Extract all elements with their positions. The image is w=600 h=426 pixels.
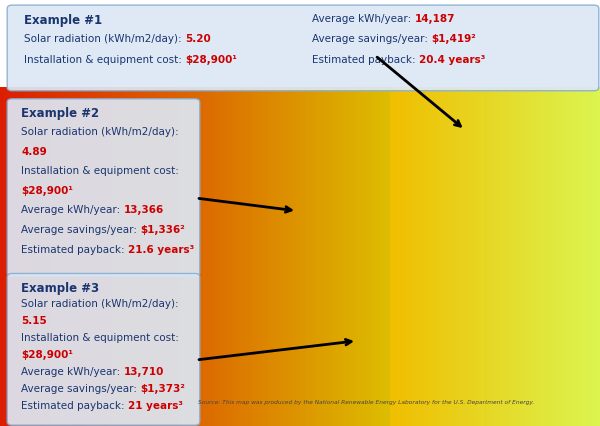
Text: 5.20: 5.20: [185, 34, 211, 44]
Text: $28,900¹: $28,900¹: [185, 55, 237, 64]
Text: Solar radiation (kWh/m2/day):: Solar radiation (kWh/m2/day):: [24, 34, 185, 44]
Text: Solar radiation (kWh/m2/day):: Solar radiation (kWh/m2/day):: [21, 127, 179, 137]
Text: $1,373²: $1,373²: [140, 384, 185, 394]
Text: Example #3: Example #3: [21, 282, 99, 295]
Text: Average savings/year:: Average savings/year:: [21, 225, 140, 235]
Text: Average savings/year:: Average savings/year:: [21, 384, 140, 394]
Text: Example #1: Example #1: [24, 14, 102, 27]
Text: Source: This map was produced by the National Renewable Energy Laboratory for th: Source: This map was produced by the Nat…: [198, 400, 534, 405]
Text: 4.89: 4.89: [21, 147, 47, 156]
FancyBboxPatch shape: [7, 273, 200, 425]
Text: Installation & equipment cost:: Installation & equipment cost:: [24, 55, 185, 64]
Text: Example #2: Example #2: [21, 107, 99, 121]
Text: Average kWh/year:: Average kWh/year:: [312, 14, 415, 23]
FancyBboxPatch shape: [7, 5, 599, 91]
Text: $1,336²: $1,336²: [140, 225, 185, 235]
Text: Installation & equipment cost:: Installation & equipment cost:: [21, 166, 179, 176]
Text: Solar radiation (kWh/m2/day):: Solar radiation (kWh/m2/day):: [21, 299, 179, 309]
FancyBboxPatch shape: [7, 99, 200, 276]
Text: Average savings/year:: Average savings/year:: [312, 34, 431, 44]
Text: 5.15: 5.15: [21, 316, 47, 326]
Text: Installation & equipment cost:: Installation & equipment cost:: [21, 333, 179, 343]
Text: Estimated payback:: Estimated payback:: [21, 245, 128, 254]
Text: $28,900¹: $28,900¹: [21, 350, 73, 360]
Text: 20.4 years³: 20.4 years³: [419, 55, 485, 64]
Text: 21.6 years³: 21.6 years³: [128, 245, 194, 254]
Text: Estimated payback:: Estimated payback:: [312, 55, 419, 64]
Text: 21 years³: 21 years³: [128, 401, 183, 411]
Text: 13,710: 13,710: [124, 367, 164, 377]
Text: 13,366: 13,366: [124, 205, 164, 215]
Text: Average kWh/year:: Average kWh/year:: [21, 367, 124, 377]
Text: $28,900¹: $28,900¹: [21, 186, 73, 196]
Text: Average kWh/year:: Average kWh/year:: [21, 205, 124, 215]
Text: 14,187: 14,187: [415, 14, 455, 23]
Text: $1,419²: $1,419²: [431, 34, 476, 44]
Text: Estimated payback:: Estimated payback:: [21, 401, 128, 411]
